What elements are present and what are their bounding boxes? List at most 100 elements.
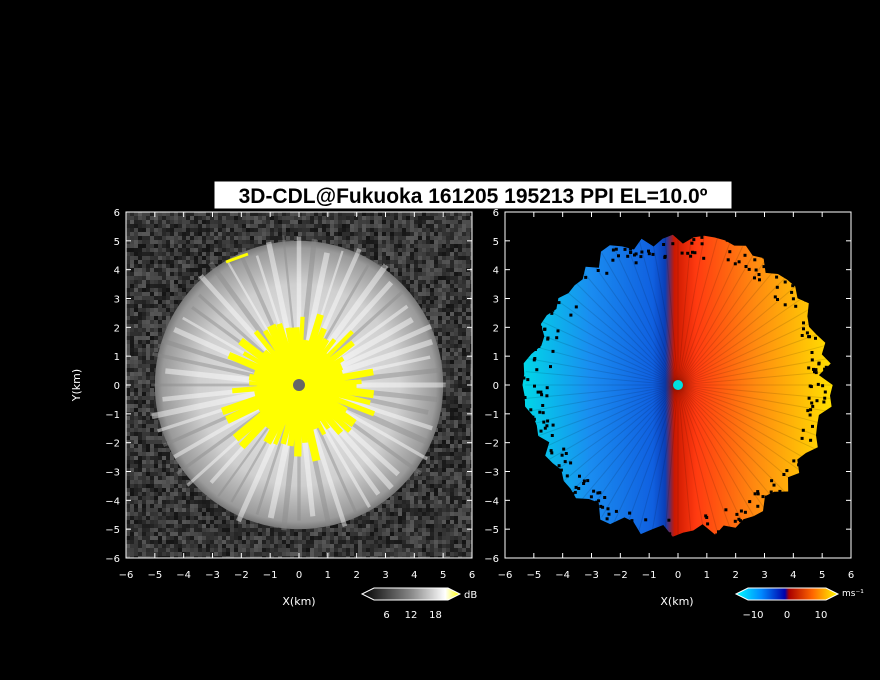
velocity-beam: [552, 384, 679, 474]
reflectivity-y-tick-label: 0: [114, 381, 120, 392]
velocity-edge-gap: [582, 482, 586, 485]
velocity-edge-gap: [693, 539, 697, 543]
velocity-edge-gap: [728, 250, 732, 254]
velocity-y-tick-label: −3: [484, 468, 499, 479]
velocity-edge-gap: [704, 514, 708, 518]
velocity-edge-gap: [545, 424, 549, 428]
velocity-edge-gap: [562, 447, 566, 451]
velocity-edge-gap: [663, 254, 667, 258]
velocity-edge-gap: [810, 358, 814, 362]
velocity-edge-gap: [689, 254, 693, 258]
reflectivity-y-tick-label: −2: [105, 439, 120, 450]
velocity-edge-gap: [725, 238, 729, 242]
velocity-edge-gap: [637, 236, 641, 240]
velocity-edge-gap: [584, 275, 588, 279]
velocity-edge-gap: [791, 284, 795, 288]
velocity-edge-gap: [528, 434, 532, 438]
velocity-edge-gap: [545, 386, 549, 390]
velocity-edge-gap: [814, 371, 818, 375]
velocity-edge-gap: [809, 408, 813, 412]
velocity-beam: [637, 237, 679, 386]
velocity-edge-gap: [549, 449, 553, 453]
reflectivity-colorbar-unit: dB: [464, 590, 477, 601]
velocity-edge-gap: [550, 434, 554, 437]
reflectivity-x-tick-label: −1: [263, 570, 278, 581]
velocity-x-tick-label: −5: [526, 570, 541, 581]
velocity-edge-gap: [737, 517, 741, 521]
velocity-edge-gap: [814, 324, 818, 328]
velocity-edge-gap: [691, 250, 694, 254]
velocity-edge-gap: [611, 258, 615, 262]
velocity-beam: [545, 384, 679, 462]
velocity-beam: [677, 357, 829, 386]
velocity-edge-gap: [724, 508, 728, 512]
velocity-axes: −6 −5 −4 −3 −2 −1 0 1 2 3 4 5 6 −6 −5 −4 −3 −2 −1 0 1 2 3 4 5 6: [484, 208, 854, 581]
velocity-edge-gap: [770, 479, 774, 483]
reflectivity-y-tick-label: −1: [105, 410, 120, 421]
velocity-edge-gap: [804, 298, 808, 302]
velocity-beam: [560, 286, 679, 386]
velocity-beam: [677, 384, 817, 451]
x-axis-label-right: X(km): [660, 595, 693, 608]
velocity-colorbar: ms⁻¹ −10 0 10: [734, 587, 864, 621]
reflectivity-edge-hotspot: [225, 252, 249, 264]
reflectivity-y-tick-label: −5: [105, 525, 120, 536]
velocity-edge-gap: [592, 489, 596, 493]
velocity-x-tick-label: 3: [761, 570, 767, 581]
velocity-edge-gap: [559, 285, 563, 289]
velocity-edge-gap: [556, 329, 560, 333]
velocity-edge-gap: [559, 468, 563, 472]
velocity-edge-gap: [705, 516, 709, 519]
velocity-edge-gap: [671, 242, 675, 246]
velocity-y-tick-label: 0: [493, 381, 499, 392]
reflectivity-colorbar: dB 6 12 18: [360, 587, 477, 621]
velocity-edge-gap: [550, 311, 554, 315]
velocity-beam: [677, 384, 719, 533]
velocity-colorbar-tick-label: 0: [784, 610, 790, 621]
velocity-edge-gap: [571, 492, 575, 496]
velocity-edge-gap: [792, 459, 796, 463]
velocity-beam: [560, 384, 679, 484]
velocity-beam: [579, 384, 679, 503]
reflectivity-y-tick-label: 3: [114, 295, 120, 306]
velocity-edge-gap: [586, 479, 590, 483]
velocity-edge-gap: [834, 398, 838, 402]
velocity-x-tick-label: −6: [498, 570, 513, 581]
velocity-edge-gap: [601, 505, 605, 509]
velocity-edge-gap: [645, 231, 649, 235]
velocity-edge-gap: [564, 452, 568, 455]
velocity-edge-gap: [692, 238, 696, 242]
velocity-edge-gap: [800, 436, 804, 440]
velocity-edge-gap: [562, 282, 566, 286]
velocity-edge-gap: [560, 453, 564, 457]
velocity-edge-gap: [726, 258, 730, 262]
velocity-edge-gap: [551, 308, 555, 312]
velocity-beam: [650, 234, 679, 386]
velocity-colorbar-tick-label: −10: [742, 610, 763, 621]
velocity-beam: [530, 344, 679, 386]
velocity-edge-gap: [805, 331, 809, 335]
velocity-edge-gap: [605, 517, 609, 521]
velocity-beam: [534, 332, 679, 386]
velocity-edge-gap: [551, 423, 555, 427]
velocity-y-tick-label: 1: [493, 352, 499, 363]
velocity-beam: [677, 384, 777, 503]
velocity-edge-gap: [543, 327, 547, 331]
velocity-beam: [677, 344, 826, 386]
velocity-edge-gap: [688, 539, 692, 543]
reflectivity-y-tick-label: 4: [114, 266, 120, 277]
velocity-edge-gap: [535, 368, 539, 372]
velocity-edge-gap: [578, 474, 581, 478]
velocity-edge-gap: [767, 510, 771, 514]
velocity-edge-gap: [615, 241, 618, 245]
velocity-beam: [601, 252, 679, 386]
velocity-edge-gap: [756, 492, 760, 496]
reflectivity-x-tick-label: 5: [440, 570, 446, 581]
velocity-edge-gap: [536, 390, 540, 394]
velocity-edge-gap: [540, 393, 544, 397]
velocity-edge-gap: [533, 384, 536, 388]
velocity-edge-gap: [753, 492, 757, 496]
velocity-edge-gap: [823, 367, 827, 371]
velocity-edge-gap: [785, 469, 789, 473]
velocity-edge-gap: [526, 378, 530, 382]
